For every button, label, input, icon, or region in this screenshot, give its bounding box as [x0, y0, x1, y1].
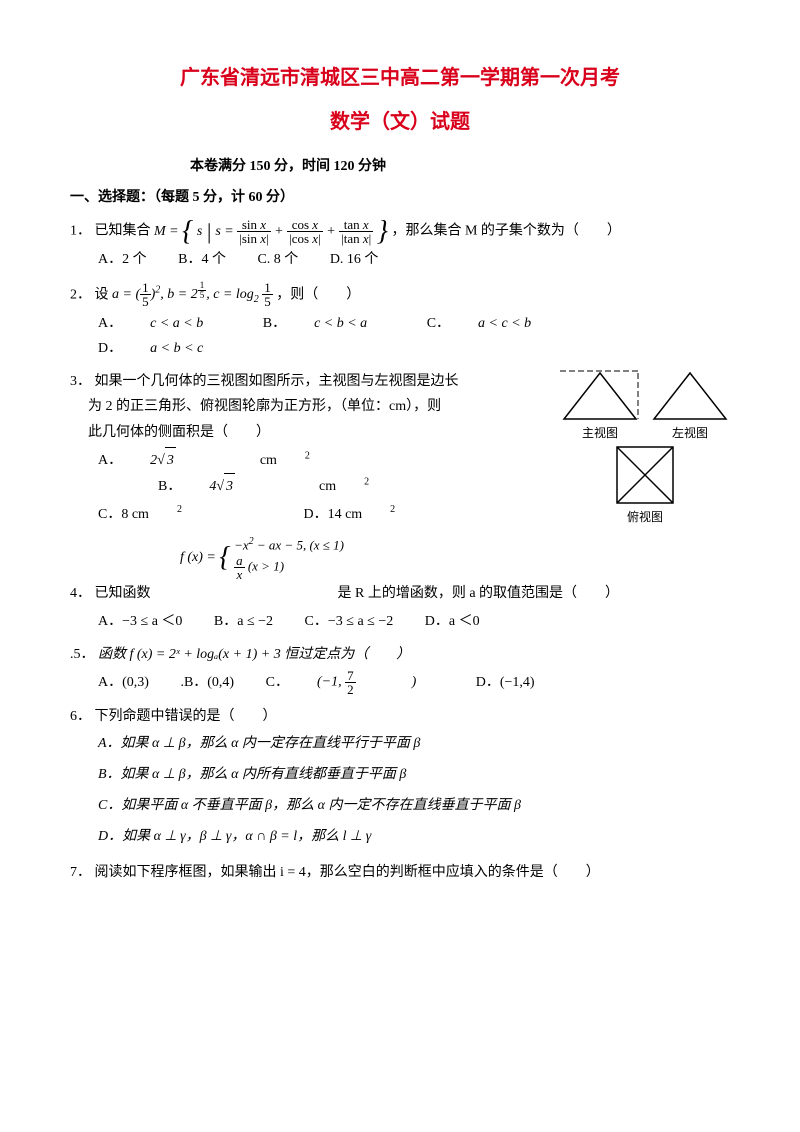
q3-line1: 如果一个几何体的三视图如图所示，主视图与左视图是边长	[95, 374, 459, 389]
q3-opt-b: B．43 cm2	[158, 473, 369, 499]
q6-opt-d: D．如果 α ⊥ γ，β ⊥ γ，α ∩ β = l，那么 l ⊥ γ	[98, 822, 730, 853]
q1-opt-b: B．4 个	[178, 247, 226, 272]
q2-opt-d: D．a < b < c	[98, 336, 231, 361]
q4-formula: f (x) = { −x2 − ax − 5, (x ≤ 1) ax (x > …	[180, 550, 344, 565]
left-view-label: 左视图	[650, 423, 730, 445]
q1-stem-pre: 已知集合	[95, 224, 155, 239]
question-2: 2． 设 a = (15)2, b = 215, c = log2 15 ，则（…	[70, 281, 730, 362]
q6-number: 6．	[70, 709, 91, 724]
q4-number: 4．	[70, 586, 91, 601]
q2-stem-post: ，则（ ）	[276, 287, 360, 302]
question-5: .5． 函数 f (x) = 2ˣ + logₐ(x + 1) + 3 恒过定点…	[70, 642, 730, 696]
q1-stem-post: ，那么集合 M 的子集个数为（ ）	[391, 224, 620, 239]
q5-opt-a: A．(0,3)	[98, 670, 149, 695]
question-1: 1． 已知集合 M = { s | s = sin x|sin x| + cos…	[70, 218, 730, 272]
q5-opt-b: .B．(0,4)	[180, 670, 234, 695]
question-7: 7． 阅读如下程序框图，如果输出 i = 4，那么空白的判断框中应填入的条件是（…	[70, 860, 730, 885]
q4-opt-c: C．−3 ≤ a ≤ −2	[305, 609, 394, 634]
top-view-label: 俯视图	[550, 507, 740, 529]
q5-opt-d: D．(−1,4)	[476, 670, 535, 695]
exam-info: 本卷满分 150 分，时间 120 分钟	[70, 154, 730, 179]
question-4: f (x) = { −x2 − ax − 5, (x ≤ 1) ax (x > …	[70, 535, 730, 634]
front-view-label: 主视图	[560, 423, 640, 445]
page-title-2: 数学（文）试题	[70, 104, 730, 140]
q6-opt-a: A．如果 α ⊥ β，那么 α 内一定存在直线平行于平面 β	[98, 729, 730, 760]
q2-formula: a = (15)2, b = 215, c = log2 15	[112, 287, 276, 302]
q4-opt-d: D．a ＜0	[425, 609, 480, 634]
left-view-icon	[650, 369, 730, 423]
q2-opt-a: A．c < a < b	[98, 311, 231, 336]
q2-stem-pre: 设	[95, 287, 113, 302]
q6-opt-b: B．如果 α ⊥ β，那么 α 内所有直线都垂直于平面 β	[98, 760, 730, 791]
question-6: 6． 下列命题中错误的是（ ） A．如果 α ⊥ β，那么 α 内一定存在直线平…	[70, 704, 730, 852]
q3-opt-c: C．8 cm2	[98, 501, 182, 527]
q5-number: .5．	[70, 647, 95, 662]
q1-opt-d: D. 16 个	[330, 247, 379, 272]
front-view-icon	[560, 369, 640, 423]
section-heading: 一、选择题：（每题 5 分，计 60 分）	[70, 185, 730, 210]
q3-number: 3．	[70, 374, 91, 389]
q3-line3: 此几何体的侧面积是（ ）	[70, 425, 270, 440]
q4-opt-a: A．−3 ≤ a ＜0	[98, 609, 182, 634]
q3-line2: 为 2 的正三角形、俯视图轮廓为正方形，（单位：cm），则	[70, 399, 441, 414]
page-title-1: 广东省清远市清城区三中高二第一学期第一次月考	[70, 60, 730, 96]
q4-stem-post: 是 R 上的增函数，则 a 的取值范围是（ ）	[338, 586, 620, 601]
three-views-diagram: 主视图 左视图 俯视图	[550, 369, 740, 528]
q6-stem: 下列命题中错误的是（ ）	[95, 709, 277, 724]
q1-opt-a: A．2 个	[98, 247, 147, 272]
q7-number: 7．	[70, 865, 91, 880]
q1-formula: M = { s | s = sin x|sin x| + cos x|cos x…	[154, 224, 391, 239]
q4-stem-pre: 已知函数	[95, 586, 151, 601]
q5-opt-c: C．(−1, 72)	[266, 669, 445, 696]
q4-opt-b: B．a ≤ −2	[214, 609, 273, 634]
q5-stem: 函数 f (x) = 2ˣ + logₐ(x + 1) + 3 恒过定点为（ ）	[98, 647, 410, 662]
top-view-icon	[613, 443, 677, 507]
q3-opt-d: D．14 cm2	[303, 501, 395, 527]
q2-opt-b: B．c < b < a	[263, 311, 395, 336]
q7-stem: 阅读如下程序框图，如果输出 i = 4，那么空白的判断框中应填入的条件是（ ）	[95, 865, 600, 880]
q1-number: 1．	[70, 224, 91, 239]
q1-opt-c: C. 8 个	[257, 247, 298, 272]
q6-opt-c: C．如果平面 α 不垂直平面 β，那么 α 内一定不存在直线垂直于平面 β	[98, 791, 730, 822]
q2-number: 2．	[70, 287, 91, 302]
q2-opt-c: C．a < c < b	[427, 311, 559, 336]
question-3: 主视图 左视图 俯视图 3． 如果一个几何体的三视图如图所示，主视图与左视图是边…	[70, 369, 730, 527]
q3-opt-a: A．23 cm2	[98, 447, 310, 473]
